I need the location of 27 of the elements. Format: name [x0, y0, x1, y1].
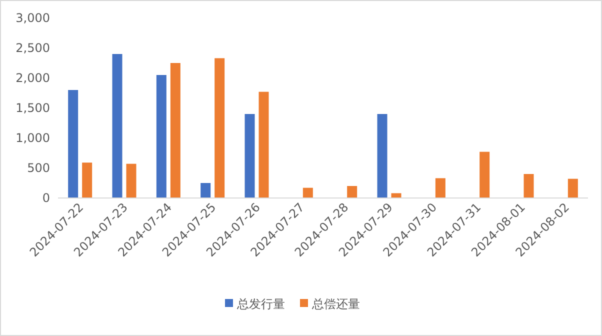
bar [258, 92, 269, 198]
bar [244, 114, 255, 198]
y-tick-label: 0 [42, 191, 50, 205]
bar [347, 186, 358, 198]
bar [112, 54, 122, 198]
bar [391, 193, 402, 198]
legend-label: 总发行量 [236, 297, 285, 311]
bar [156, 75, 166, 198]
bar [82, 162, 92, 198]
bar [302, 188, 313, 198]
bar [170, 63, 180, 198]
y-tick-label: 1,500 [16, 101, 50, 115]
bar [214, 58, 225, 198]
bar [126, 164, 136, 198]
bar [68, 90, 78, 198]
bar [568, 178, 578, 198]
y-tick-label: 500 [27, 161, 50, 175]
y-tick-label: 2,000 [16, 71, 50, 85]
y-tick-label: 1,000 [16, 131, 50, 145]
y-tick-label: 3,000 [16, 11, 50, 25]
bar [200, 183, 211, 198]
legend-label: 总偿还量 [311, 297, 360, 311]
bar [524, 174, 534, 198]
bar [480, 152, 490, 198]
y-tick-label: 2,500 [16, 41, 50, 55]
bar [435, 178, 446, 198]
bar [377, 114, 388, 198]
